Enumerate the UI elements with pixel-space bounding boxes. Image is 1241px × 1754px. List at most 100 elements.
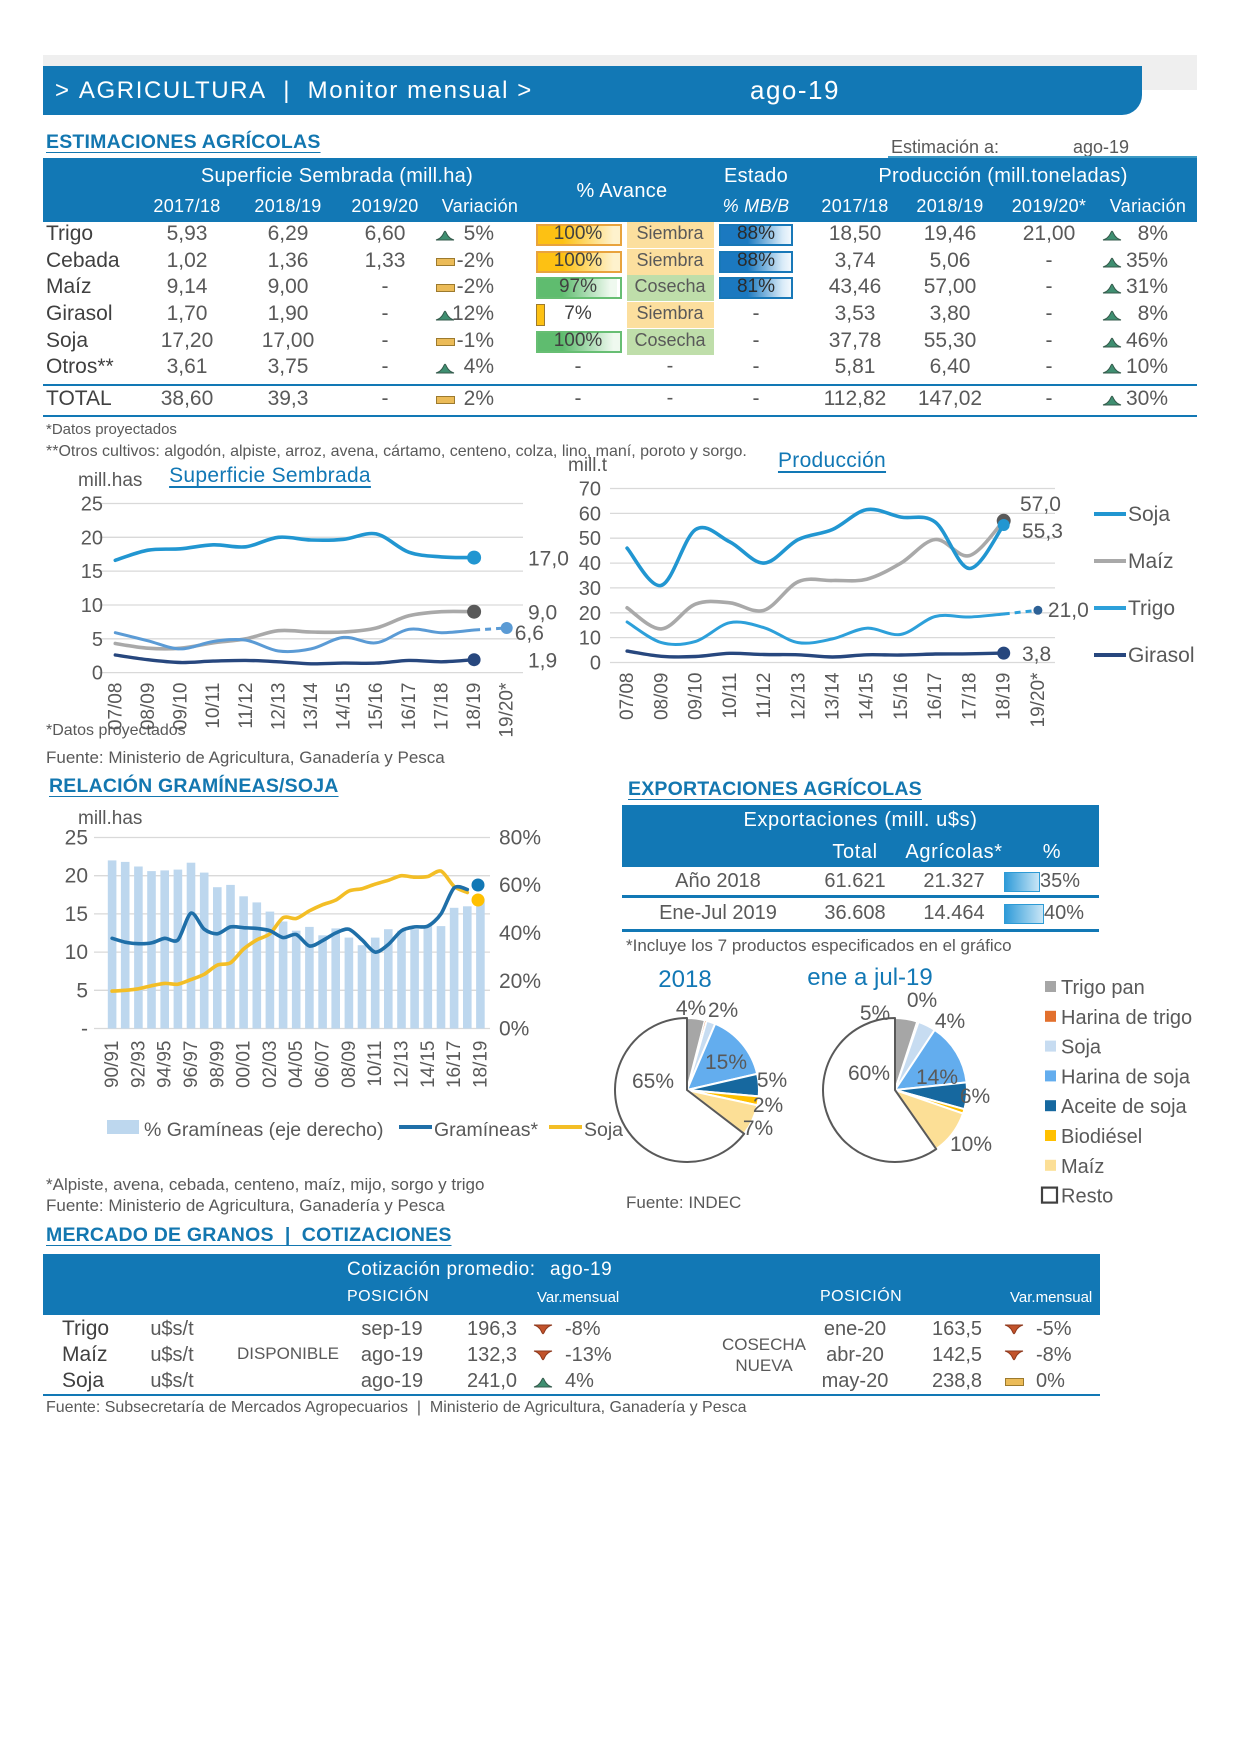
svg-text:% Gramíneas (eje derecho): % Gramíneas (eje derecho) bbox=[144, 1119, 384, 1141]
svg-text:17/18: 17/18 bbox=[959, 673, 980, 721]
svg-text:13/14: 13/14 bbox=[301, 682, 322, 730]
svg-text:10%: 10% bbox=[950, 1133, 992, 1156]
svg-text:6%: 6% bbox=[960, 1085, 990, 1108]
svg-text:Maíz: Maíz bbox=[1128, 550, 1174, 573]
svg-text:2%: 2% bbox=[708, 999, 738, 1022]
svg-text:15: 15 bbox=[65, 903, 88, 926]
svg-text:Girasol: Girasol bbox=[1128, 644, 1195, 667]
svg-text:Maíz: Maíz bbox=[1061, 1156, 1104, 1178]
svg-text:20: 20 bbox=[65, 865, 88, 888]
svg-text:10: 10 bbox=[81, 595, 103, 617]
svg-text:40%: 40% bbox=[499, 922, 541, 945]
svg-text:0: 0 bbox=[590, 653, 601, 675]
svg-text:04/05: 04/05 bbox=[286, 1041, 307, 1089]
svg-text:Harina de trigo: Harina de trigo bbox=[1061, 1007, 1192, 1029]
svg-text:Aceite de soja: Aceite de soja bbox=[1061, 1096, 1188, 1118]
svg-text:17,0: 17,0 bbox=[528, 548, 569, 571]
svg-text:5%: 5% bbox=[757, 1069, 787, 1092]
svg-text:65%: 65% bbox=[632, 1070, 674, 1093]
svg-text:50: 50 bbox=[579, 528, 601, 550]
svg-text:13/14: 13/14 bbox=[823, 672, 844, 720]
svg-text:-: - bbox=[81, 1018, 88, 1041]
svg-text:30: 30 bbox=[579, 578, 601, 600]
svg-text:08/09: 08/09 bbox=[138, 683, 159, 731]
svg-text:16/17: 16/17 bbox=[925, 673, 946, 721]
svg-text:15/16: 15/16 bbox=[366, 683, 387, 731]
svg-text:08/09: 08/09 bbox=[339, 1041, 360, 1089]
svg-text:60: 60 bbox=[579, 503, 601, 525]
svg-text:0%: 0% bbox=[499, 1018, 529, 1041]
svg-text:07/08: 07/08 bbox=[105, 683, 126, 731]
svg-text:11/12: 11/12 bbox=[754, 673, 775, 719]
svg-text:09/10: 09/10 bbox=[171, 683, 192, 731]
svg-text:17/18: 17/18 bbox=[432, 683, 453, 731]
svg-text:14/15: 14/15 bbox=[857, 673, 878, 721]
svg-text:10/11: 10/11 bbox=[203, 683, 224, 729]
svg-text:96/97: 96/97 bbox=[181, 1041, 202, 1089]
svg-text:15%: 15% bbox=[705, 1051, 747, 1074]
svg-text:10: 10 bbox=[65, 941, 88, 964]
svg-text:07/08: 07/08 bbox=[617, 673, 638, 721]
svg-text:6,6: 6,6 bbox=[515, 622, 544, 645]
svg-text:Harina de soja: Harina de soja bbox=[1061, 1066, 1191, 1088]
svg-text:21,0: 21,0 bbox=[1048, 599, 1089, 622]
svg-text:60%: 60% bbox=[848, 1062, 890, 1085]
svg-text:16/17: 16/17 bbox=[399, 683, 420, 731]
svg-text:4%: 4% bbox=[676, 997, 706, 1020]
svg-text:9,0: 9,0 bbox=[528, 602, 557, 625]
svg-text:60%: 60% bbox=[499, 874, 541, 897]
svg-text:5: 5 bbox=[76, 979, 88, 1002]
svg-text:12/13: 12/13 bbox=[392, 1041, 413, 1089]
svg-text:20%: 20% bbox=[499, 970, 541, 993]
svg-text:15: 15 bbox=[81, 561, 103, 583]
svg-text:3,8: 3,8 bbox=[1022, 643, 1051, 666]
svg-text:80%: 80% bbox=[499, 827, 541, 850]
svg-text:19/20*: 19/20* bbox=[497, 682, 518, 738]
svg-text:90/91: 90/91 bbox=[102, 1041, 123, 1089]
svg-text:5: 5 bbox=[92, 629, 103, 651]
svg-text:Trigo: Trigo bbox=[1128, 597, 1175, 620]
svg-text:20: 20 bbox=[81, 527, 103, 549]
svg-text:25: 25 bbox=[81, 494, 103, 516]
svg-text:12/13: 12/13 bbox=[268, 683, 289, 731]
svg-text:40: 40 bbox=[579, 553, 601, 575]
svg-text:02/03: 02/03 bbox=[260, 1041, 281, 1089]
svg-text:18/19: 18/19 bbox=[994, 672, 1015, 720]
svg-text:10/11: 10/11 bbox=[365, 1041, 386, 1087]
svg-text:15/16: 15/16 bbox=[891, 673, 912, 721]
svg-text:18/19: 18/19 bbox=[470, 1041, 491, 1089]
svg-text:10/11: 10/11 bbox=[720, 673, 741, 719]
svg-text:25: 25 bbox=[65, 827, 88, 850]
svg-text:Trigo pan: Trigo pan bbox=[1061, 977, 1145, 999]
svg-text:0%: 0% bbox=[907, 989, 937, 1012]
svg-text:Soja: Soja bbox=[1061, 1037, 1102, 1059]
svg-text:92/93: 92/93 bbox=[128, 1041, 149, 1089]
svg-text:16/17: 16/17 bbox=[444, 1041, 465, 1089]
svg-text:09/10: 09/10 bbox=[686, 673, 707, 721]
svg-text:Soja: Soja bbox=[1128, 503, 1170, 526]
svg-text:0: 0 bbox=[92, 663, 103, 685]
svg-text:00/01: 00/01 bbox=[234, 1041, 255, 1089]
svg-text:14%: 14% bbox=[916, 1066, 958, 1089]
svg-text:Gramíneas*: Gramíneas* bbox=[434, 1119, 538, 1141]
svg-text:7%: 7% bbox=[743, 1117, 773, 1140]
svg-text:55,3: 55,3 bbox=[1022, 520, 1063, 543]
svg-text:2%: 2% bbox=[753, 1094, 783, 1117]
svg-text:18/19: 18/19 bbox=[464, 683, 485, 731]
svg-text:20: 20 bbox=[579, 603, 601, 625]
svg-text:14/15: 14/15 bbox=[418, 1041, 439, 1089]
svg-text:12/13: 12/13 bbox=[788, 673, 809, 721]
svg-text:11/12: 11/12 bbox=[236, 683, 257, 729]
svg-text:Biodiésel: Biodiésel bbox=[1061, 1126, 1142, 1148]
svg-text:19/20*: 19/20* bbox=[1028, 672, 1049, 728]
svg-text:14/15: 14/15 bbox=[334, 683, 355, 731]
svg-text:Resto: Resto bbox=[1061, 1186, 1113, 1208]
svg-text:98/99: 98/99 bbox=[207, 1041, 228, 1089]
svg-text:5%: 5% bbox=[860, 1002, 890, 1025]
svg-text:94/95: 94/95 bbox=[155, 1041, 176, 1089]
svg-text:70: 70 bbox=[579, 479, 601, 501]
svg-text:08/09: 08/09 bbox=[651, 673, 672, 721]
svg-text:4%: 4% bbox=[935, 1010, 965, 1033]
svg-text:1,9: 1,9 bbox=[528, 650, 557, 673]
svg-text:57,0: 57,0 bbox=[1020, 493, 1061, 516]
